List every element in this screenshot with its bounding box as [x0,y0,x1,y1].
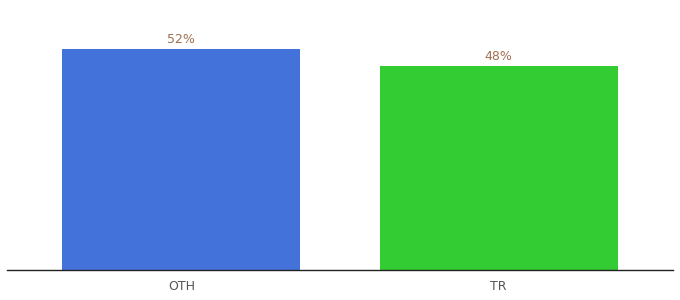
Text: 52%: 52% [167,33,195,46]
Bar [63,50,301,270]
Bar [379,66,617,270]
Text: 48%: 48% [485,50,513,63]
